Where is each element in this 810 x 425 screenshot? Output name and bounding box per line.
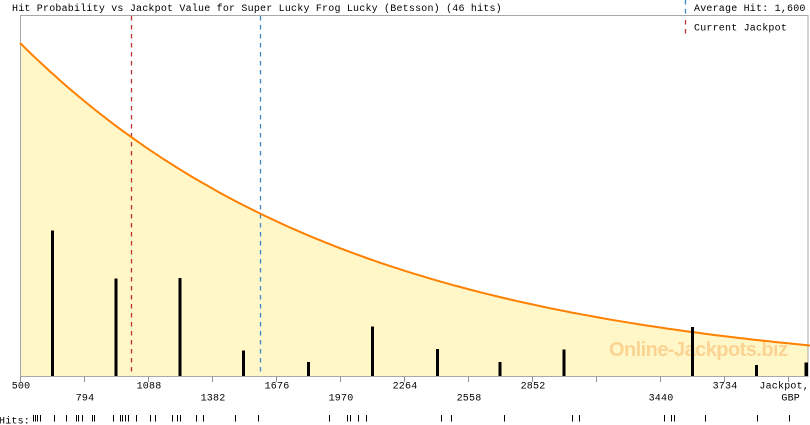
- svg-text:Hit Probability vs Jackpot Val: Hit Probability vs Jackpot Value for Sup…: [12, 3, 502, 15]
- svg-text:Hits:: Hits:: [0, 416, 30, 425]
- svg-text:Jackpot,: Jackpot,: [759, 381, 809, 393]
- svg-text:2852: 2852: [521, 382, 546, 393]
- svg-text:Average Hit: 1,600: Average Hit: 1,600: [694, 3, 806, 15]
- svg-text:GBP: GBP: [781, 394, 800, 405]
- svg-text:3734: 3734: [713, 382, 738, 393]
- svg-text:Online-Jackpots.biz: Online-Jackpots.biz: [609, 339, 788, 361]
- svg-text:500: 500: [12, 382, 31, 393]
- svg-text:1970: 1970: [329, 394, 354, 405]
- svg-text:3440: 3440: [649, 394, 674, 405]
- svg-text:1676: 1676: [265, 382, 290, 393]
- svg-text:1088: 1088: [137, 382, 162, 393]
- svg-text:2264: 2264: [393, 382, 418, 393]
- svg-text:Current Jackpot: Current Jackpot: [694, 23, 787, 35]
- svg-text:2558: 2558: [457, 394, 482, 405]
- svg-text:1382: 1382: [201, 394, 226, 405]
- svg-text:794: 794: [76, 394, 95, 405]
